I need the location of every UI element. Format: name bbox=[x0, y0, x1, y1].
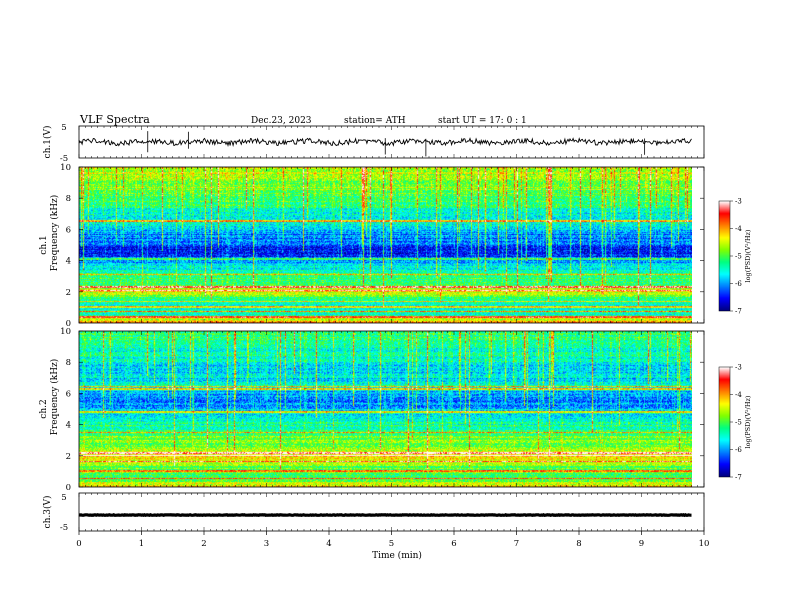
ch2-spectrogram-image bbox=[79, 331, 692, 487]
colorbar-tick-label: -7 bbox=[735, 474, 742, 482]
frequency-tick-label: 0 bbox=[66, 319, 71, 329]
ch1-spectrogram-ylabel: Frequency (kHz) bbox=[49, 195, 60, 272]
time-tick-label: 6 bbox=[451, 539, 456, 549]
ch3-waveform-trace bbox=[78, 513, 692, 518]
ch1-ytick-top: 5 bbox=[61, 123, 66, 133]
ch1-spectrogram-image bbox=[79, 167, 692, 323]
frequency-tick-label: 0 bbox=[66, 483, 71, 493]
ch1-colorbar: -3 -4 -5 -6 -7 log(PSD)(V²/Hz) bbox=[718, 198, 752, 316]
frequency-tick-label: 10 bbox=[60, 163, 71, 173]
colorbar-tick-label: -4 bbox=[735, 391, 742, 399]
ch2-spectrogram-ylabel-channel: ch.2 bbox=[39, 399, 49, 418]
date-label: Dec.23, 2023 bbox=[251, 116, 312, 126]
frequency-tick-label: 6 bbox=[66, 225, 71, 235]
ch3-ytick-bottom: -5 bbox=[60, 523, 68, 533]
frequency-tick-label: 2 bbox=[66, 452, 71, 462]
time-tick-label: 3 bbox=[264, 539, 269, 549]
time-tick-label: 10 bbox=[699, 539, 710, 549]
colorbar-tick-label: -5 bbox=[735, 253, 742, 261]
station-label: station= ATH bbox=[344, 116, 406, 126]
ch3-ytick-top: 5 bbox=[61, 493, 66, 503]
ch3-waveform-panel: 5 -5 ch.3(V) 0 1 2 3 4 5 6 7 8 9 10 Time (min) bbox=[42, 126, 709, 561]
ch2-spectrogram-panel: 0 2 4 6 8 10 ch.2 Frequency (kHz) bbox=[39, 327, 705, 493]
ch2-colorbar-gradient bbox=[719, 367, 730, 477]
time-tick-label: 7 bbox=[514, 539, 519, 549]
frequency-tick-label: 10 bbox=[60, 327, 71, 337]
frequency-tick-label: 8 bbox=[66, 358, 71, 368]
colorbar-tick-label: -3 bbox=[735, 198, 742, 206]
colorbar-tick-label: -3 bbox=[735, 364, 742, 372]
time-axis-label: Time (min) bbox=[372, 550, 422, 561]
frequency-tick-label: 4 bbox=[66, 421, 71, 431]
ch2-spectrogram-ylabel: Frequency (kHz) bbox=[49, 359, 60, 436]
frequency-tick-label: 4 bbox=[66, 257, 71, 267]
ch1-colorbar-gradient bbox=[719, 201, 730, 311]
colorbar-tick-label: -5 bbox=[735, 419, 742, 427]
colorbar-tick-label: -6 bbox=[735, 280, 742, 288]
time-tick-label: 1 bbox=[139, 539, 144, 549]
time-tick-label: 4 bbox=[326, 539, 331, 549]
ch1-colorbar-label: log(PSD)(V²/Hz) bbox=[744, 229, 752, 282]
colorbar-tick-label: -6 bbox=[735, 446, 742, 454]
ch1-spectrogram-panel: 0 2 4 6 8 10 ch.1 Frequency (kHz) bbox=[39, 163, 705, 329]
time-tick-label: 5 bbox=[389, 539, 394, 549]
time-tick-label: 0 bbox=[76, 539, 81, 549]
frequency-tick-label: 8 bbox=[66, 194, 71, 204]
time-tick-label: 2 bbox=[201, 539, 206, 549]
colorbar-tick-label: -7 bbox=[735, 308, 742, 316]
ch1-waveform-trace bbox=[78, 131, 692, 157]
ch3-waveform-line bbox=[78, 513, 692, 518]
ch1-waveform-ylabel: ch.1(V) bbox=[42, 126, 53, 159]
ch1-spectrogram-ylabel-channel: ch.1 bbox=[39, 235, 49, 254]
ch3-waveform-ylabel: ch.3(V) bbox=[42, 496, 53, 529]
frequency-tick-label: 6 bbox=[66, 389, 71, 399]
start-time-label: start UT = 17: 0 : 1 bbox=[438, 116, 527, 126]
frequency-tick-label: 2 bbox=[66, 288, 71, 298]
ch1-ytick-bottom: -5 bbox=[60, 154, 68, 164]
colorbar-tick-label: -4 bbox=[735, 225, 742, 233]
ch3-waveform-frame bbox=[78, 492, 705, 532]
time-tick-label: 9 bbox=[639, 539, 644, 549]
ch2-colorbar-label: log(PSD)(V²/Hz) bbox=[744, 395, 752, 448]
ch2-colorbar: -3 -4 -5 -6 -7 log(PSD)(V²/Hz) bbox=[718, 364, 752, 482]
time-tick-label: 8 bbox=[576, 539, 581, 549]
figure-title: VLF Spectra bbox=[79, 113, 150, 126]
